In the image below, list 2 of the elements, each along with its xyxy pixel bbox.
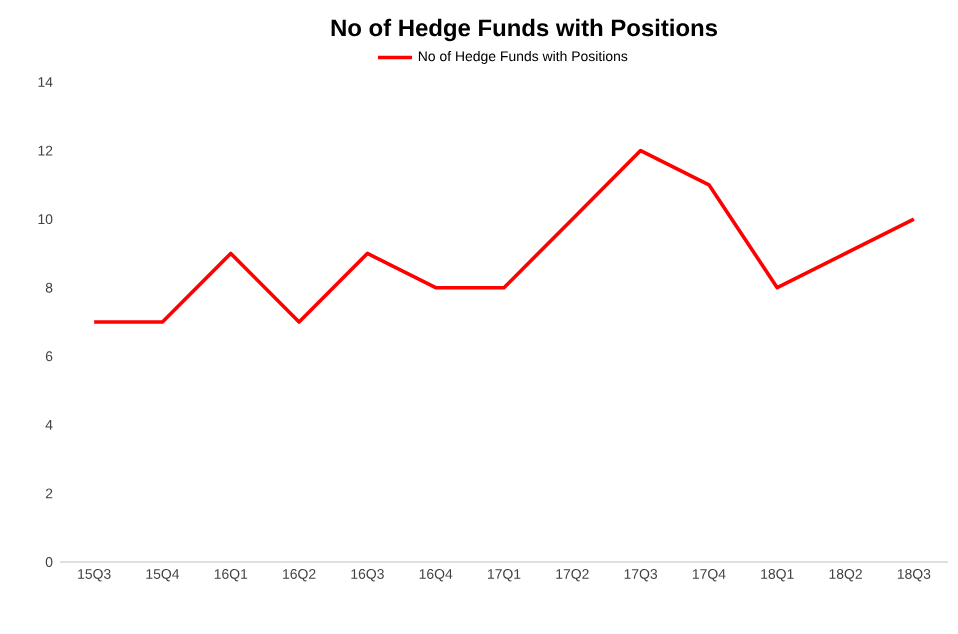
chart-title: No of Hedge Funds with Positions	[331, 18, 717, 42]
line-series	[92, 148, 916, 324]
